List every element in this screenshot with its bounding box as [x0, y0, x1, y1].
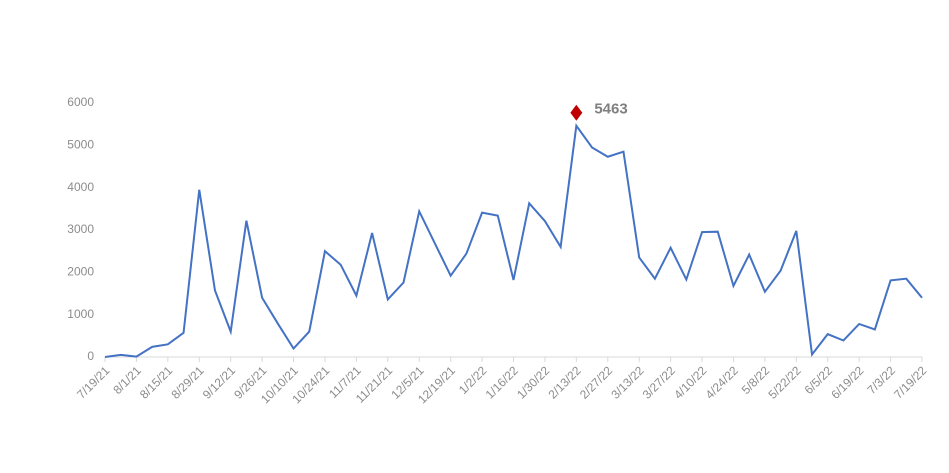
annotation: 5463: [594, 101, 627, 118]
y-tick-label: 2000: [67, 265, 94, 279]
x-tick-label: 7/19/22: [891, 363, 929, 401]
line: [104, 123, 923, 358]
x-tick-label: 5/22/22: [765, 363, 803, 401]
x-tick-label: 4/10/22: [671, 363, 709, 401]
x-tick-label: 2/13/22: [545, 363, 583, 401]
x-tick-label: 8/29/21: [168, 363, 206, 401]
x-tick-label: 7/19/21: [74, 363, 112, 401]
y-tick-label: 6000: [67, 95, 94, 109]
y-tick-label: 0: [87, 349, 94, 363]
x-tick-label: 3/13/22: [608, 363, 646, 401]
x-tick-label: 8/15/21: [137, 363, 175, 401]
x-tick-label: 1/30/22: [514, 363, 552, 401]
y-tick-label: 3000: [67, 222, 94, 236]
y-tick-label: 1000: [67, 307, 94, 321]
highlight-marker: [570, 104, 583, 121]
y-tick-label: 5000: [67, 138, 94, 152]
x-tick-label: 6/19/22: [828, 363, 866, 401]
x-tick-label: 1/16/22: [483, 363, 521, 401]
y-tick-label: 4000: [67, 180, 94, 194]
x-tick-label: 9/12/21: [200, 363, 238, 401]
x-tick-label: 2/27/22: [577, 363, 615, 401]
x-tick-label: 4/24/22: [703, 363, 741, 401]
x-tick-label: 3/27/22: [640, 363, 678, 401]
